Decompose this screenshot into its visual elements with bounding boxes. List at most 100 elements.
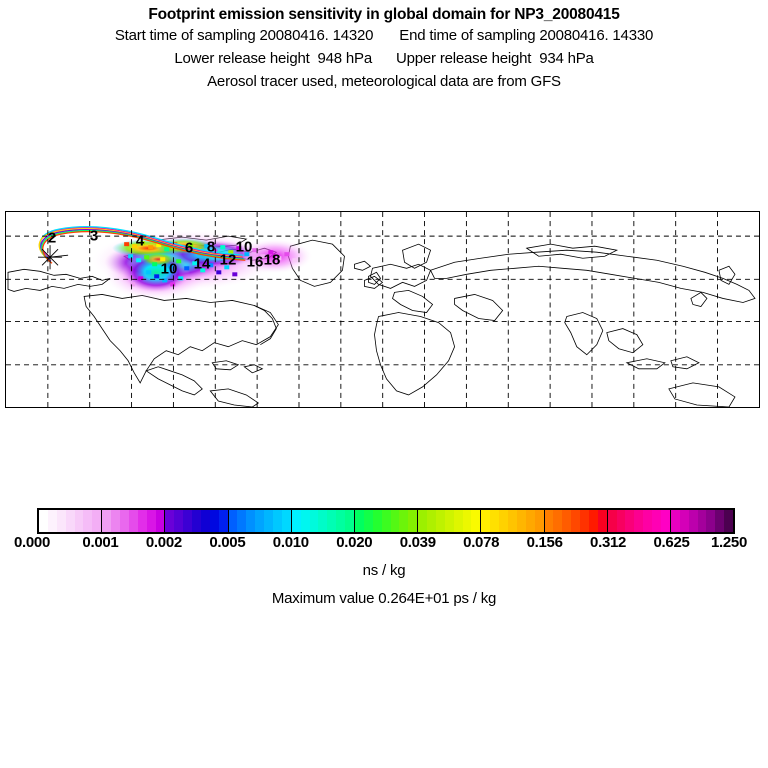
colorbar-segment bbox=[354, 510, 419, 532]
trajectory-hour-label: 2 bbox=[47, 229, 57, 247]
colorbar-cell bbox=[146, 510, 156, 532]
colorbar-cell bbox=[183, 510, 193, 532]
release-height-line: Lower release height 948 hPa Upper releas… bbox=[0, 47, 768, 70]
colorbar-segment bbox=[39, 510, 103, 532]
colorbar-cell bbox=[56, 510, 66, 532]
colorbar-cell bbox=[119, 510, 129, 532]
colorbar-cell bbox=[427, 510, 436, 532]
colorbar-tick: 0.312 bbox=[590, 534, 627, 551]
colorbar-cell bbox=[435, 510, 445, 532]
colorbar-cell bbox=[209, 510, 219, 532]
colorbar-tick: 0.002 bbox=[145, 534, 182, 551]
colorbar-cell bbox=[688, 510, 698, 532]
colorbar-cell bbox=[363, 510, 373, 532]
colorbar-cell bbox=[715, 510, 725, 532]
colorbar-tick: 0.078 bbox=[463, 534, 500, 551]
colorbar-cell bbox=[309, 510, 319, 532]
colorbar-cell bbox=[562, 510, 572, 532]
colorbar-cell bbox=[165, 510, 175, 532]
colorbar-cell bbox=[724, 510, 734, 532]
colorbar-cell bbox=[174, 510, 184, 532]
colorbar-cell bbox=[102, 510, 112, 532]
colorbar-tick: 0.005 bbox=[209, 534, 246, 551]
trajectory-hour-label: 10 bbox=[160, 260, 178, 278]
colorbar-cell bbox=[111, 510, 120, 532]
colorbar-segment bbox=[670, 510, 734, 532]
colorbar-cell bbox=[273, 510, 282, 532]
colorbar-tick: 0.625 bbox=[653, 534, 690, 551]
colorbar-cell bbox=[525, 510, 535, 532]
colorbar-cell bbox=[300, 510, 310, 532]
colorbar-segment bbox=[102, 510, 166, 532]
end-time-label: End time of sampling 20080416. 14330 bbox=[399, 27, 654, 44]
colorbar-cell bbox=[462, 510, 472, 532]
start-time-label: Start time of sampling 20080416. 14320 bbox=[114, 27, 374, 44]
colorbar-tick: 0.001 bbox=[82, 534, 119, 551]
colorbar-cell bbox=[471, 510, 481, 532]
sampling-time-line: Start time of sampling 20080416. 14320 En… bbox=[0, 24, 768, 47]
trajectory-hour-label: 18 bbox=[263, 251, 281, 269]
colorbar-cell bbox=[92, 510, 102, 532]
colorbar-gradient bbox=[37, 508, 735, 534]
colorbar-cell bbox=[481, 510, 491, 532]
colorbar-cell bbox=[661, 510, 670, 532]
trajectory-hour-label: 8 bbox=[206, 238, 216, 256]
colorbar-segment bbox=[544, 510, 608, 532]
coastline-layer bbox=[7, 235, 756, 407]
colorbar-cell bbox=[616, 510, 626, 532]
page-title: Footprint emission sensitivity in global… bbox=[148, 6, 620, 23]
trajectory-hour-label: 14 bbox=[193, 255, 211, 273]
colorbar-cell bbox=[490, 510, 500, 532]
trajectory-hour-label: 4 bbox=[135, 232, 145, 250]
colorbar-cell bbox=[634, 510, 644, 532]
trajectory-hour-label: 16 bbox=[246, 253, 264, 271]
colorbar-tick: 0.020 bbox=[336, 534, 373, 551]
colorbar-cell bbox=[155, 510, 165, 532]
world-map bbox=[6, 212, 759, 407]
lower-release-label: Lower release height 948 hPa bbox=[174, 50, 372, 67]
colorbar-cell bbox=[516, 510, 526, 532]
colorbar-cell bbox=[218, 510, 228, 532]
colorbar-cell bbox=[670, 510, 680, 532]
colorbar-tick-labels: 0.000 0.001 0.002 0.005 0.010 0.020 0.039 0.078… bbox=[0, 534, 768, 554]
colorbar-segment bbox=[607, 510, 671, 532]
trajectory-layer bbox=[38, 226, 246, 264]
colorbar-cell bbox=[390, 510, 400, 532]
upper-release-label: Upper release height 934 hPa bbox=[396, 50, 594, 67]
colorbar-cell bbox=[418, 510, 428, 532]
colorbar-cell bbox=[679, 510, 689, 532]
colorbar-cell bbox=[580, 510, 589, 532]
colorbar-tick: 0.010 bbox=[272, 534, 309, 551]
colorbar-cell bbox=[534, 510, 544, 532]
colorbar-cell bbox=[372, 510, 382, 532]
colorbar-cell bbox=[697, 510, 707, 532]
colorbar-cell bbox=[137, 510, 147, 532]
colorbar-cell bbox=[200, 510, 210, 532]
colorbar-cell bbox=[255, 510, 265, 532]
colorbar-cell bbox=[246, 510, 256, 532]
max-value-label: Maximum value 0.264E+01 ps / kg bbox=[271, 590, 497, 607]
colorbar-cell bbox=[83, 510, 93, 532]
colorbar[interactable] bbox=[37, 508, 735, 534]
colorbar-cell bbox=[625, 510, 635, 532]
colorbar-cell bbox=[399, 510, 409, 532]
colorbar-segment bbox=[418, 510, 482, 532]
tracer-label: Aerosol tracer used, meteorological data… bbox=[207, 73, 561, 90]
colorbar-tick: 0.000 bbox=[13, 534, 51, 551]
colorbar-cell bbox=[643, 510, 653, 532]
colorbar-cell bbox=[228, 510, 238, 532]
colorbar-cell bbox=[453, 510, 463, 532]
header-block: Footprint emission sensitivity in global… bbox=[0, 0, 768, 93]
colorbar-cell bbox=[597, 510, 607, 532]
colorbar-tick: 1.250 bbox=[710, 534, 748, 551]
colorbar-cell bbox=[588, 510, 598, 532]
colorbar-cell bbox=[553, 510, 563, 532]
colorbar-segment bbox=[481, 510, 545, 532]
map-panel[interactable]: 2 3 4 6 8 10 12 14 16 18 10 bbox=[5, 211, 760, 408]
colorbar-cell bbox=[237, 510, 247, 532]
colorbar-cell bbox=[291, 510, 301, 532]
colorbar-segment bbox=[291, 510, 355, 532]
colorbar-cell bbox=[499, 510, 508, 532]
colorbar-cell bbox=[607, 510, 617, 532]
colorbar-cell bbox=[264, 510, 274, 532]
